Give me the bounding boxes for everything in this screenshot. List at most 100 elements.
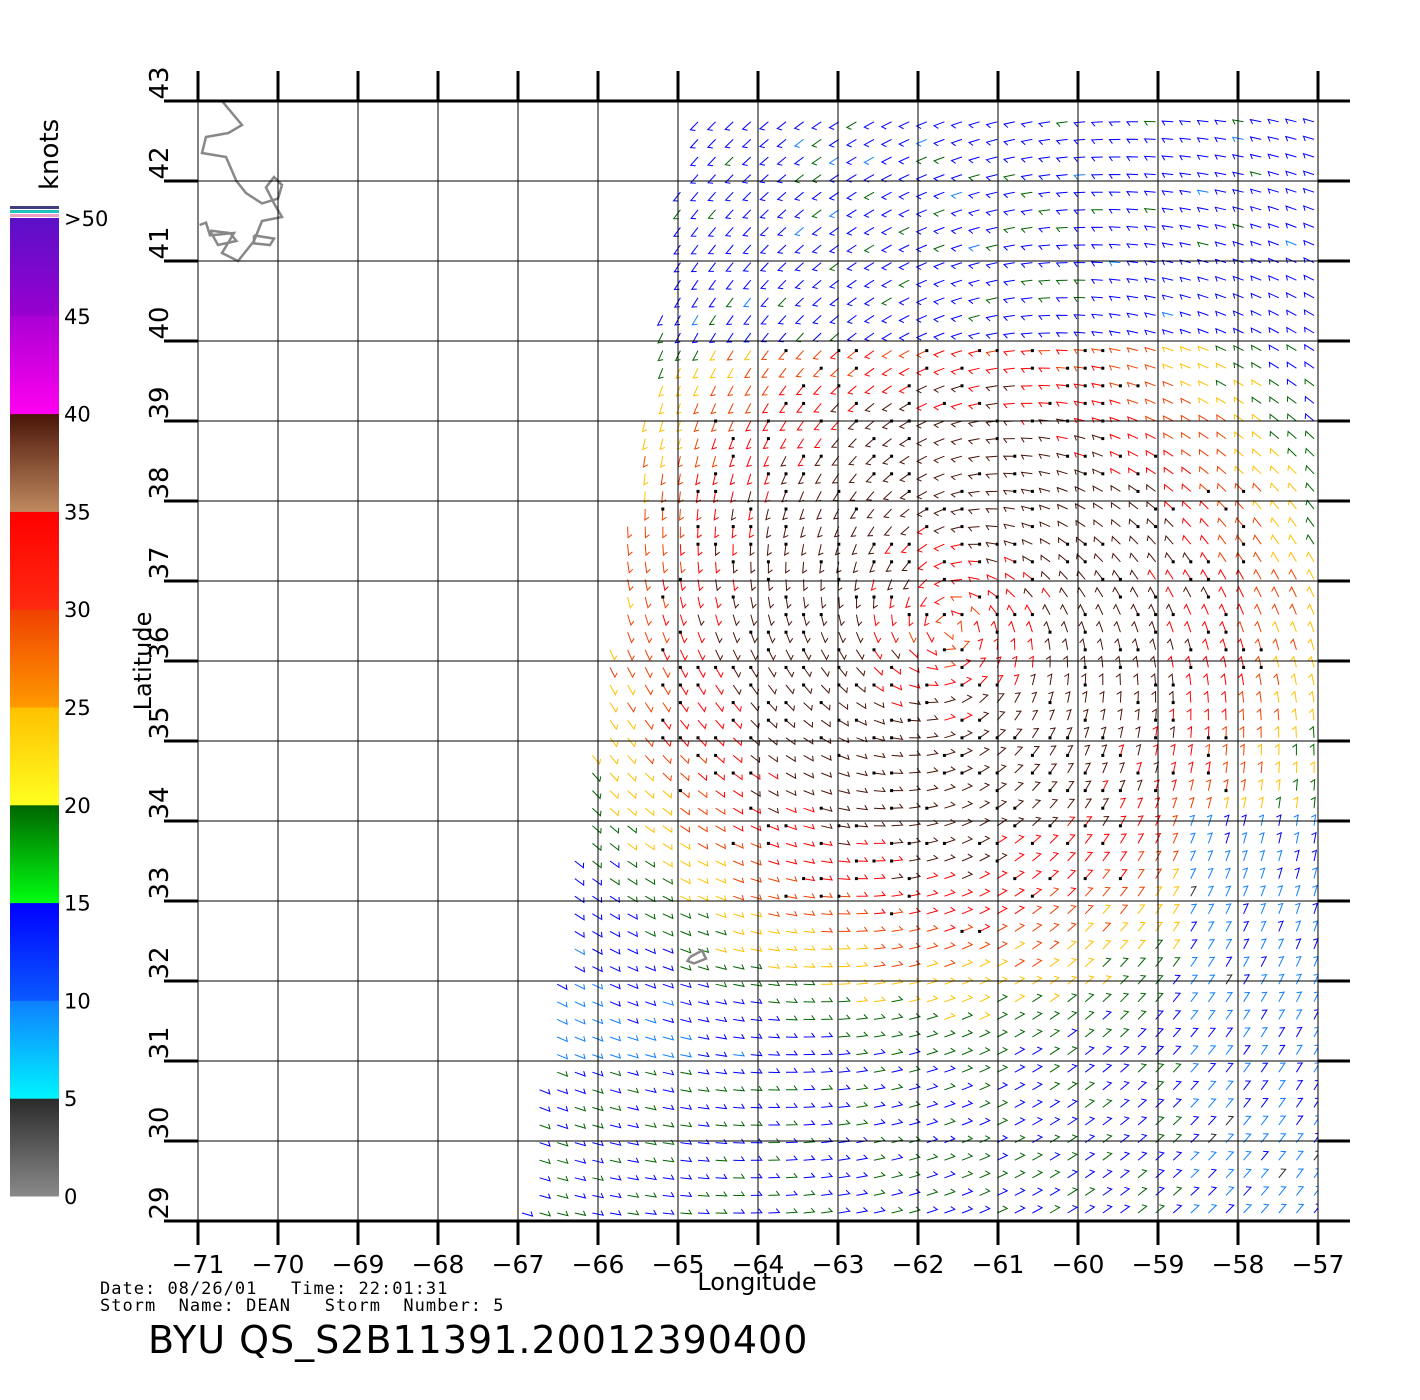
wind-barb: [1150, 672, 1157, 686]
rain-flag-marker: [1101, 472, 1105, 476]
wind-barb: [1023, 587, 1033, 598]
wind-barb: [609, 790, 619, 800]
wind-barb: [785, 910, 798, 917]
wind-barb: [707, 244, 716, 255]
wind-barb: [944, 748, 956, 756]
wind-barb: [828, 262, 840, 272]
wind-barb: [785, 859, 798, 865]
wind-barb: [1144, 381, 1156, 387]
y-tick-label: 40: [145, 306, 175, 339]
wind-barb: [882, 491, 892, 501]
wind-barb: [662, 649, 671, 661]
wind-barb: [1258, 796, 1264, 809]
wind-barb: [1002, 385, 1015, 391]
wind-barb: [828, 121, 840, 130]
wind-barb: [1073, 174, 1086, 180]
wind-barb: [1084, 869, 1094, 879]
wind-barb: [690, 279, 699, 290]
wind-barb: [1255, 690, 1262, 703]
wind-barb: [662, 965, 674, 972]
wind-barb: [1243, 1098, 1252, 1108]
wind-barb: [715, 649, 724, 661]
wind-barb: [856, 1049, 869, 1056]
wind-barb: [821, 910, 834, 916]
wind-barb: [758, 139, 769, 149]
wind-barb: [777, 279, 787, 290]
wind-barb: [1302, 135, 1315, 142]
wind-barb: [1303, 257, 1315, 264]
wind-barb: [1119, 797, 1127, 809]
wind-barb: [979, 1064, 991, 1073]
wind-barb: [1020, 262, 1033, 268]
wind-barb: [909, 716, 922, 722]
wind-barb: [856, 1014, 869, 1020]
wind-barb: [1014, 976, 1026, 985]
wind-barb: [697, 755, 708, 764]
wind-barb: [1144, 312, 1156, 318]
wind-barb: [933, 314, 945, 323]
wind-barb: [829, 385, 840, 395]
wind-barb: [592, 895, 603, 904]
wind-barb: [1207, 974, 1216, 985]
wind-barb: [1084, 798, 1093, 809]
rain-flag-marker: [678, 630, 682, 634]
wind-barb: [967, 367, 980, 375]
wind-barb: [1014, 852, 1025, 862]
rain-flag-marker: [1013, 489, 1017, 493]
wind-barb: [967, 543, 980, 549]
wind-barb: [932, 244, 945, 253]
wind-barb: [828, 191, 840, 201]
wind-barb: [1288, 551, 1297, 563]
wind-barb: [1032, 1205, 1044, 1214]
wind-barb: [933, 402, 945, 411]
wind-barb: [803, 893, 816, 899]
wind-barb: [733, 998, 745, 1005]
wind-barb: [873, 891, 887, 897]
wind-barb: [1302, 118, 1315, 124]
wind-barb: [803, 962, 816, 968]
wind-barb: [1120, 1081, 1130, 1091]
wind-barb: [1172, 1204, 1183, 1214]
wind-barb: [627, 790, 637, 800]
wind-barb: [1032, 993, 1043, 1003]
wind-barb: [750, 1068, 763, 1074]
wind-barb: [1250, 344, 1262, 352]
wind-barb: [933, 367, 945, 376]
wind-barb: [1014, 1187, 1026, 1196]
wind-barb: [944, 889, 956, 897]
wind-barb: [985, 297, 998, 304]
wind-barb: [1129, 586, 1139, 598]
rain-flag-marker: [907, 401, 911, 405]
wind-barb: [1270, 551, 1280, 563]
wind-barb: [926, 631, 935, 644]
wind-barb: [793, 191, 804, 201]
wind-barb: [898, 138, 910, 147]
wind-barb: [750, 825, 762, 832]
wind-barb: [1231, 136, 1244, 143]
rain-flag-marker: [1083, 877, 1087, 881]
wind-barb: [574, 913, 585, 921]
wind-barb: [609, 843, 620, 852]
wind-barb: [1292, 778, 1298, 791]
wind-barb: [1109, 433, 1121, 440]
wind-barb: [856, 996, 869, 1003]
wind-barb: [1250, 327, 1262, 334]
rain-flag-marker: [960, 665, 964, 669]
wind-barb: [1249, 223, 1262, 229]
rain-flag-marker: [960, 736, 964, 740]
colorbar-band: [10, 1098, 59, 1197]
wind-barb: [996, 852, 1008, 862]
wind-barb: [680, 1069, 693, 1075]
wind-barb: [764, 491, 771, 503]
wind-barb: [627, 983, 639, 990]
wind-barb: [743, 332, 752, 343]
wind-barb: [961, 1100, 974, 1108]
rain-flag-marker: [678, 665, 682, 669]
wind-barb: [697, 807, 708, 816]
wind-barb: [1048, 691, 1054, 703]
wind-barb: [644, 825, 655, 834]
wind-barb: [1267, 153, 1279, 160]
wind-barb: [1003, 138, 1015, 146]
wind-barb: [1207, 832, 1213, 844]
x-tick-label: −59: [1132, 1250, 1185, 1279]
